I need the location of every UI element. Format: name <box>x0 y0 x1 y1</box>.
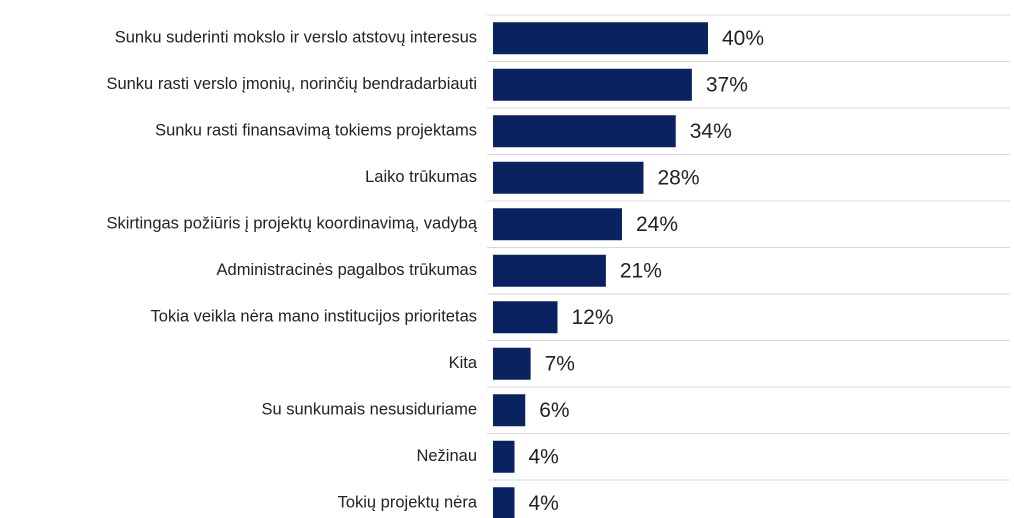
bar <box>493 347 531 380</box>
value-label: 37% <box>706 73 748 96</box>
category-label: Sunku rasti verslo įmonių, norinčių bend… <box>106 75 477 93</box>
value-label: 7% <box>545 352 575 375</box>
value-label: 12% <box>572 306 614 329</box>
bar <box>493 68 692 101</box>
bar <box>493 22 708 55</box>
category-label: Tokia veikla nėra mano institucijos prio… <box>151 308 477 326</box>
value-label: 21% <box>620 259 662 282</box>
category-label: Administracinės pagalbos trūkumas <box>217 261 477 279</box>
category-label: Skirtingas požiūris į projektų koordinav… <box>106 215 477 233</box>
value-label: 4% <box>529 492 559 515</box>
bar <box>493 487 515 518</box>
bar <box>493 254 606 287</box>
value-label: 40% <box>722 27 764 50</box>
category-label: Kita <box>449 354 478 372</box>
value-label: 28% <box>658 166 700 189</box>
bar <box>493 440 515 473</box>
category-label: Tokių projektų nėra <box>338 494 478 512</box>
value-label: 6% <box>539 399 569 422</box>
category-label: Laiko trūkumas <box>365 168 477 186</box>
bar <box>493 301 558 334</box>
value-label: 34% <box>690 120 732 143</box>
category-label: Sunku rasti finansavimą tokiems projekta… <box>155 122 477 140</box>
bar <box>493 161 644 194</box>
category-label: Su sunkumais nesusiduriame <box>261 401 477 419</box>
value-label: 4% <box>529 445 559 468</box>
value-label: 24% <box>636 213 678 236</box>
bar <box>493 115 676 148</box>
bar <box>493 394 526 427</box>
category-label: Nežinau <box>416 447 477 465</box>
bar <box>493 208 622 241</box>
category-label: Sunku suderinti mokslo ir verslo atstovų… <box>115 29 477 47</box>
